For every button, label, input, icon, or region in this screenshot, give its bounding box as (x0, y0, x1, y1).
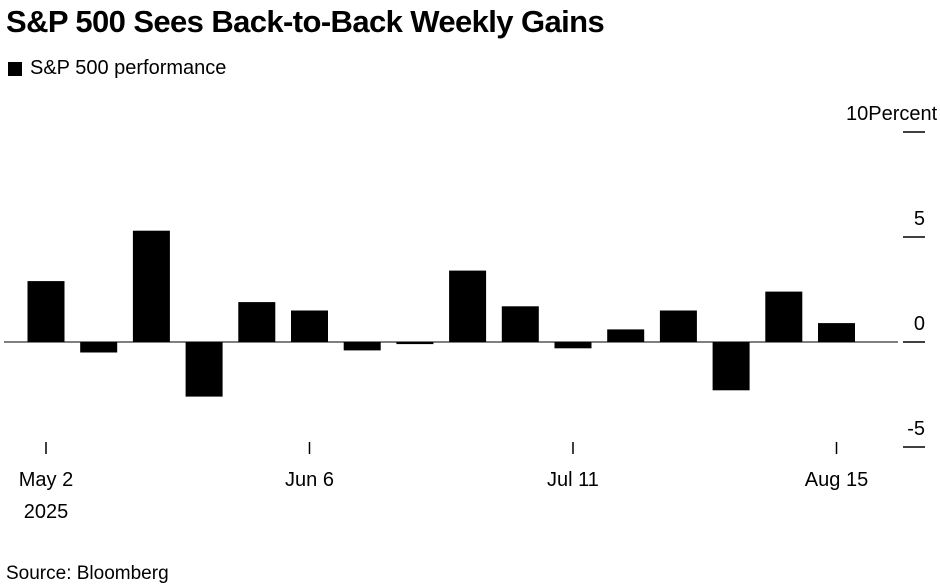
bar (659, 310, 697, 342)
bar (449, 270, 487, 342)
x-tick-label: Jun 6 (285, 469, 334, 491)
bar (818, 323, 855, 342)
bar (607, 329, 645, 342)
bar (396, 342, 434, 345)
legend: S&P 500 performance (8, 57, 226, 80)
bar (554, 342, 592, 349)
x-tick-label: 2025 (24, 501, 69, 523)
x-tick-label: Jul 11 (547, 469, 599, 491)
bar (765, 291, 803, 342)
y-tick-label: 10Percent (846, 103, 938, 125)
legend-swatch (8, 61, 22, 76)
legend-label: S&P 500 performance (30, 57, 227, 79)
bar (132, 230, 170, 342)
y-axis-unit-label: Percent (868, 103, 937, 125)
bar (343, 342, 381, 351)
bar (238, 302, 276, 342)
x-tick-label: Aug 15 (805, 469, 868, 491)
bar (501, 306, 539, 342)
source-note: Source: Bloomberg (6, 563, 169, 584)
chart-title: S&P 500 Sees Back-to-Back Weekly Gains (6, 4, 605, 39)
bar (291, 310, 328, 342)
y-tick-label: -5 (907, 418, 925, 440)
bar (27, 281, 65, 342)
bar (80, 342, 118, 353)
bar (185, 342, 223, 397)
y-tick-label: 5 (914, 208, 925, 230)
x-tick-label: May 2 (19, 469, 73, 491)
y-tick-label: 0 (914, 313, 925, 335)
bar (712, 342, 750, 391)
